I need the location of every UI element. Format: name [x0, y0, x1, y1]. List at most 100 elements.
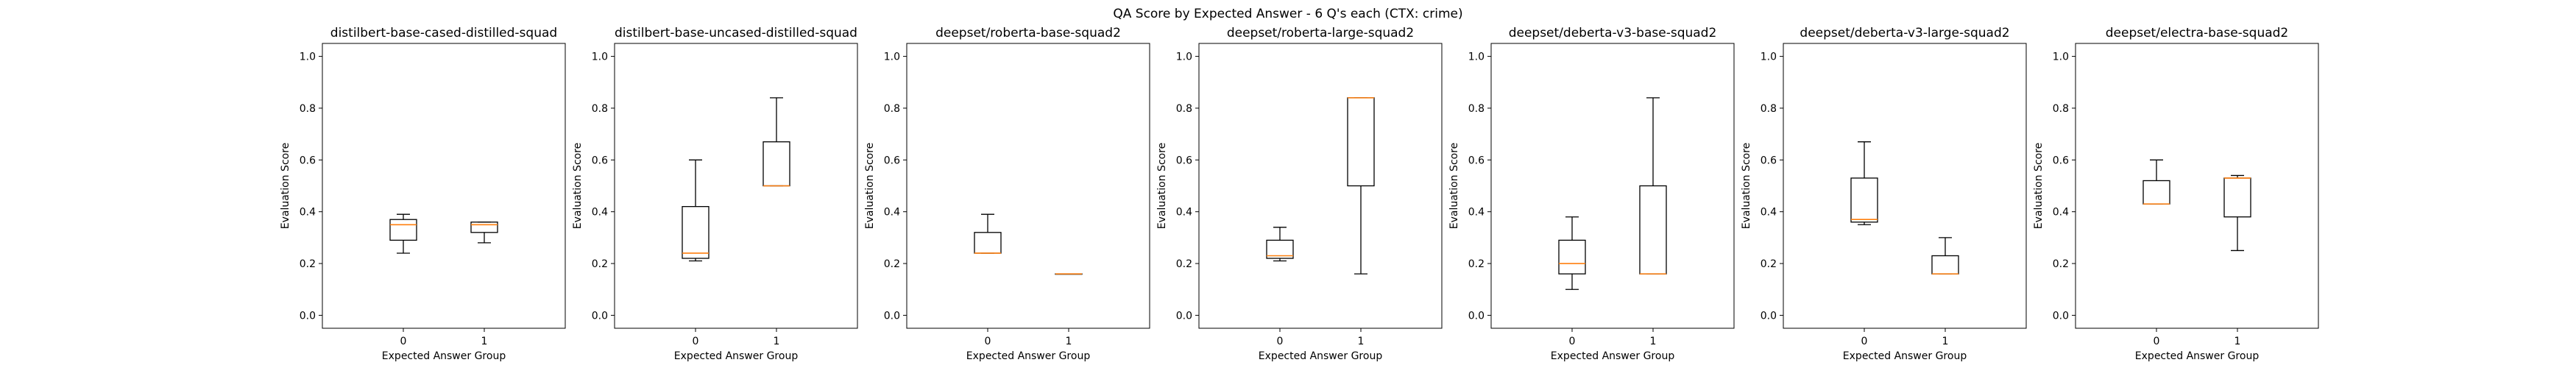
y-tick-label: 1.0 [592, 52, 608, 63]
subplot: deepset/roberta-large-squad2 0.0 0.2 0.4 0.6… [1156, 26, 1443, 362]
subplot-title: distilbert-base-uncased-distilled-squad [615, 26, 857, 40]
y-tick-label: 0.6 [884, 155, 900, 166]
axes-frame [1783, 43, 2027, 329]
box-iqr [762, 141, 790, 187]
y-tick-label: 0.0 [592, 310, 608, 322]
y-axis-label: Evaluation Score [280, 143, 291, 230]
subplot-title: deepset/roberta-large-squad2 [1227, 26, 1414, 40]
y-tick-label: 0.2 [1761, 258, 1777, 270]
y-tick-label: 0.6 [1468, 155, 1485, 166]
box-plot-group-0 [389, 213, 417, 254]
box-iqr [1558, 239, 1586, 275]
y-tick-label: 1.0 [884, 52, 900, 63]
x-tick-label: 1 [2234, 336, 2241, 347]
subplot: distilbert-base-uncased-distilled-squad 0… [572, 26, 858, 362]
y-tick-label: 0.2 [2053, 258, 2069, 270]
box-iqr [1266, 239, 1294, 259]
box-plot-group-0 [682, 159, 710, 262]
subplot-title: deepset/deberta-v3-base-squad2 [1509, 26, 1717, 40]
y-tick-label: 0.0 [1761, 310, 1777, 322]
box-iqr [1850, 177, 1878, 223]
y-axis-label: Evaluation Score [1448, 143, 1460, 230]
y-tick-label: 1.0 [2053, 52, 2069, 63]
box-plot-group-0 [2142, 159, 2170, 205]
y-tick-label: 0.4 [1468, 207, 1485, 219]
y-tick-label: 0.0 [2053, 310, 2069, 322]
x-axis-label: Expected Answer Group [1551, 350, 1675, 362]
y-tick-label: 0.6 [1761, 155, 1777, 166]
box-iqr [974, 232, 1002, 254]
y-tick-label: 0.0 [1176, 310, 1192, 322]
box-iqr [682, 205, 710, 259]
box-plot-group-1 [1347, 97, 1375, 275]
box-iqr [1931, 255, 1959, 275]
box-iqr [2142, 180, 2170, 205]
box-iqr [1347, 97, 1375, 187]
x-axis-label: Expected Answer Group [2135, 350, 2260, 362]
box-iqr [1639, 185, 1667, 275]
box-plot-group-1 [762, 97, 790, 187]
y-tick-label: 0.0 [1468, 310, 1485, 322]
y-axis-label: Evaluation Score [1741, 143, 1752, 230]
x-tick-label: 0 [1569, 336, 1576, 347]
x-axis-label: Expected Answer Group [382, 350, 506, 362]
subplot: deepset/roberta-base-squad2 0.0 0.2 0.4 0.6 0… [864, 26, 1150, 362]
y-tick-label: 0.4 [1761, 207, 1777, 219]
y-tick-label: 0.8 [2053, 103, 2069, 115]
subplot: deepset/electra-base-squad2 0.0 0.2 0.4 0.6 0… [2033, 26, 2319, 362]
box-iqr [389, 219, 417, 241]
y-axis-label: Evaluation Score [2033, 143, 2045, 230]
x-axis-label: Expected Answer Group [674, 350, 799, 362]
y-tick-label: 0.4 [1176, 207, 1192, 219]
subplot-title: deepset/roberta-base-squad2 [935, 26, 1121, 40]
box-plot-group-0 [1266, 227, 1294, 262]
box-plot-group-1 [1639, 97, 1667, 275]
y-tick-label: 1.0 [300, 52, 316, 63]
y-axis-label: Evaluation Score [572, 143, 584, 230]
axes-frame [906, 43, 1150, 329]
box-plot-group-0 [974, 213, 1002, 254]
y-tick-label: 0.2 [1468, 258, 1485, 270]
x-axis-label: Expected Answer Group [1843, 350, 1967, 362]
x-axis-label: Expected Answer Group [966, 350, 1091, 362]
x-axis-label: Expected Answer Group [1259, 350, 1383, 362]
subplot-title: distilbert-base-cased-distilled-squad [330, 26, 557, 40]
y-tick-label: 1.0 [1761, 52, 1777, 63]
x-tick-label: 0 [693, 336, 699, 347]
y-tick-label: 0.4 [300, 207, 316, 219]
y-tick-label: 0.6 [592, 155, 608, 166]
box-plot-group-1 [1055, 273, 1083, 275]
box-plot-group-1 [470, 222, 498, 244]
y-tick-label: 0.4 [2053, 207, 2069, 219]
box-plot-group-0 [1850, 141, 1878, 225]
y-tick-label: 0.4 [592, 207, 608, 219]
y-tick-label: 1.0 [1176, 52, 1192, 63]
y-tick-label: 0.2 [884, 258, 900, 270]
box-iqr [470, 222, 498, 233]
subplot-title: deepset/deberta-v3-large-squad2 [1800, 26, 2009, 40]
y-tick-label: 0.8 [592, 103, 608, 115]
y-tick-label: 0.8 [300, 103, 316, 115]
box-plot-group-1 [1931, 237, 1959, 275]
y-tick-label: 0.8 [1761, 103, 1777, 115]
y-tick-label: 0.8 [884, 103, 900, 115]
x-tick-label: 0 [1861, 336, 1868, 347]
y-tick-label: 0.6 [1176, 155, 1192, 166]
x-tick-label: 1 [1358, 336, 1365, 347]
axes-frame [1198, 43, 1443, 329]
y-tick-label: 0.4 [884, 207, 900, 219]
x-tick-label: 1 [1066, 336, 1072, 347]
axes-frame [322, 43, 566, 329]
y-tick-label: 0.8 [1176, 103, 1192, 115]
box-plot-group-1 [2223, 174, 2251, 252]
y-tick-label: 0.0 [300, 310, 316, 322]
x-tick-label: 1 [774, 336, 780, 347]
axes-frame [1490, 43, 1735, 329]
axes-frame [2075, 43, 2319, 329]
x-tick-label: 1 [481, 336, 488, 347]
subplot-title: deepset/electra-base-squad2 [2106, 26, 2289, 40]
box-iqr [2223, 177, 2251, 218]
subplot: distilbert-base-cased-distilled-squad 0.0… [280, 26, 566, 362]
subplot: deepset/deberta-v3-base-squad2 0.0 0.2 0.4 0… [1448, 26, 1735, 362]
